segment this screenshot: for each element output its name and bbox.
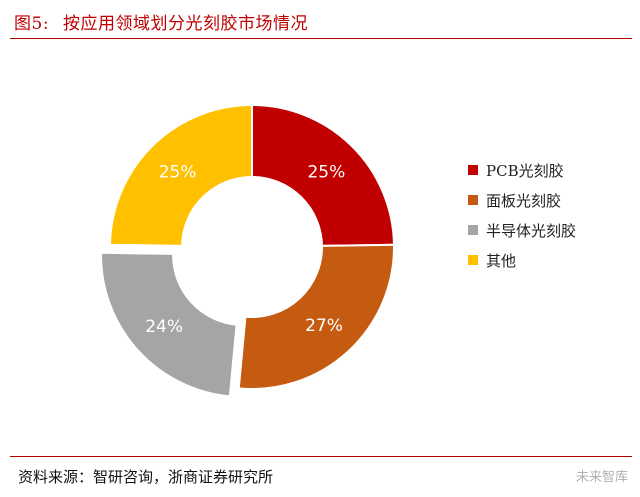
slice-value-label: 25%: [159, 162, 197, 182]
top-rule: [10, 38, 632, 39]
legend-label: PCB光刻胶: [486, 161, 564, 180]
slice-value-label: 25%: [307, 162, 345, 182]
legend-label: 半导体光刻胶: [486, 221, 577, 240]
legend-item: PCB光刻胶: [468, 155, 576, 185]
figure-number: 图5:: [14, 14, 50, 34]
slice-value-label: 27%: [305, 316, 343, 336]
chart-legend: PCB光刻胶 面板光刻胶半导体光刻胶 其他: [468, 155, 576, 275]
legend-swatch: [468, 255, 478, 265]
donut-slice: [251, 103, 395, 247]
donut-slice: [109, 103, 253, 247]
donut-slice: [100, 251, 238, 398]
slice-group-3: 25%: [109, 103, 253, 247]
legend-label: 其他: [486, 251, 517, 270]
legend-swatch: [468, 165, 478, 175]
source-note: 资料来源：智研咨询，浙商证券研究所: [18, 468, 274, 486]
legend-swatch: [468, 195, 478, 205]
figure-title: 图5: 按应用领域划分光刻胶市场情况: [14, 9, 308, 34]
figure-title-text: 按应用领域划分光刻胶市场情况: [63, 14, 309, 34]
legend-item: 半导体光刻胶: [468, 215, 576, 245]
slice-group-1: 27%: [237, 243, 395, 390]
watermark: 未来智库: [575, 470, 628, 485]
donut-slice: [237, 243, 395, 390]
legend-item: 其他: [468, 245, 576, 275]
legend-item: 面板光刻胶: [468, 185, 576, 215]
legend-swatch: [468, 225, 478, 235]
legend-label: 面板光刻胶: [486, 191, 562, 210]
slice-group-0: 25%: [251, 103, 395, 247]
slice-group-2: 24%: [100, 251, 238, 398]
bottom-rule: [10, 456, 632, 457]
slice-value-label: 24%: [145, 317, 183, 337]
